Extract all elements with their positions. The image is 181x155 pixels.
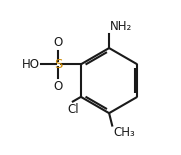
Text: CH₃: CH₃ [113,126,135,139]
Text: HO: HO [22,58,40,71]
Text: O: O [54,36,63,49]
Text: Cl: Cl [67,103,79,116]
Text: O: O [54,80,63,93]
Text: NH₂: NH₂ [110,20,132,33]
Text: S: S [54,58,63,71]
